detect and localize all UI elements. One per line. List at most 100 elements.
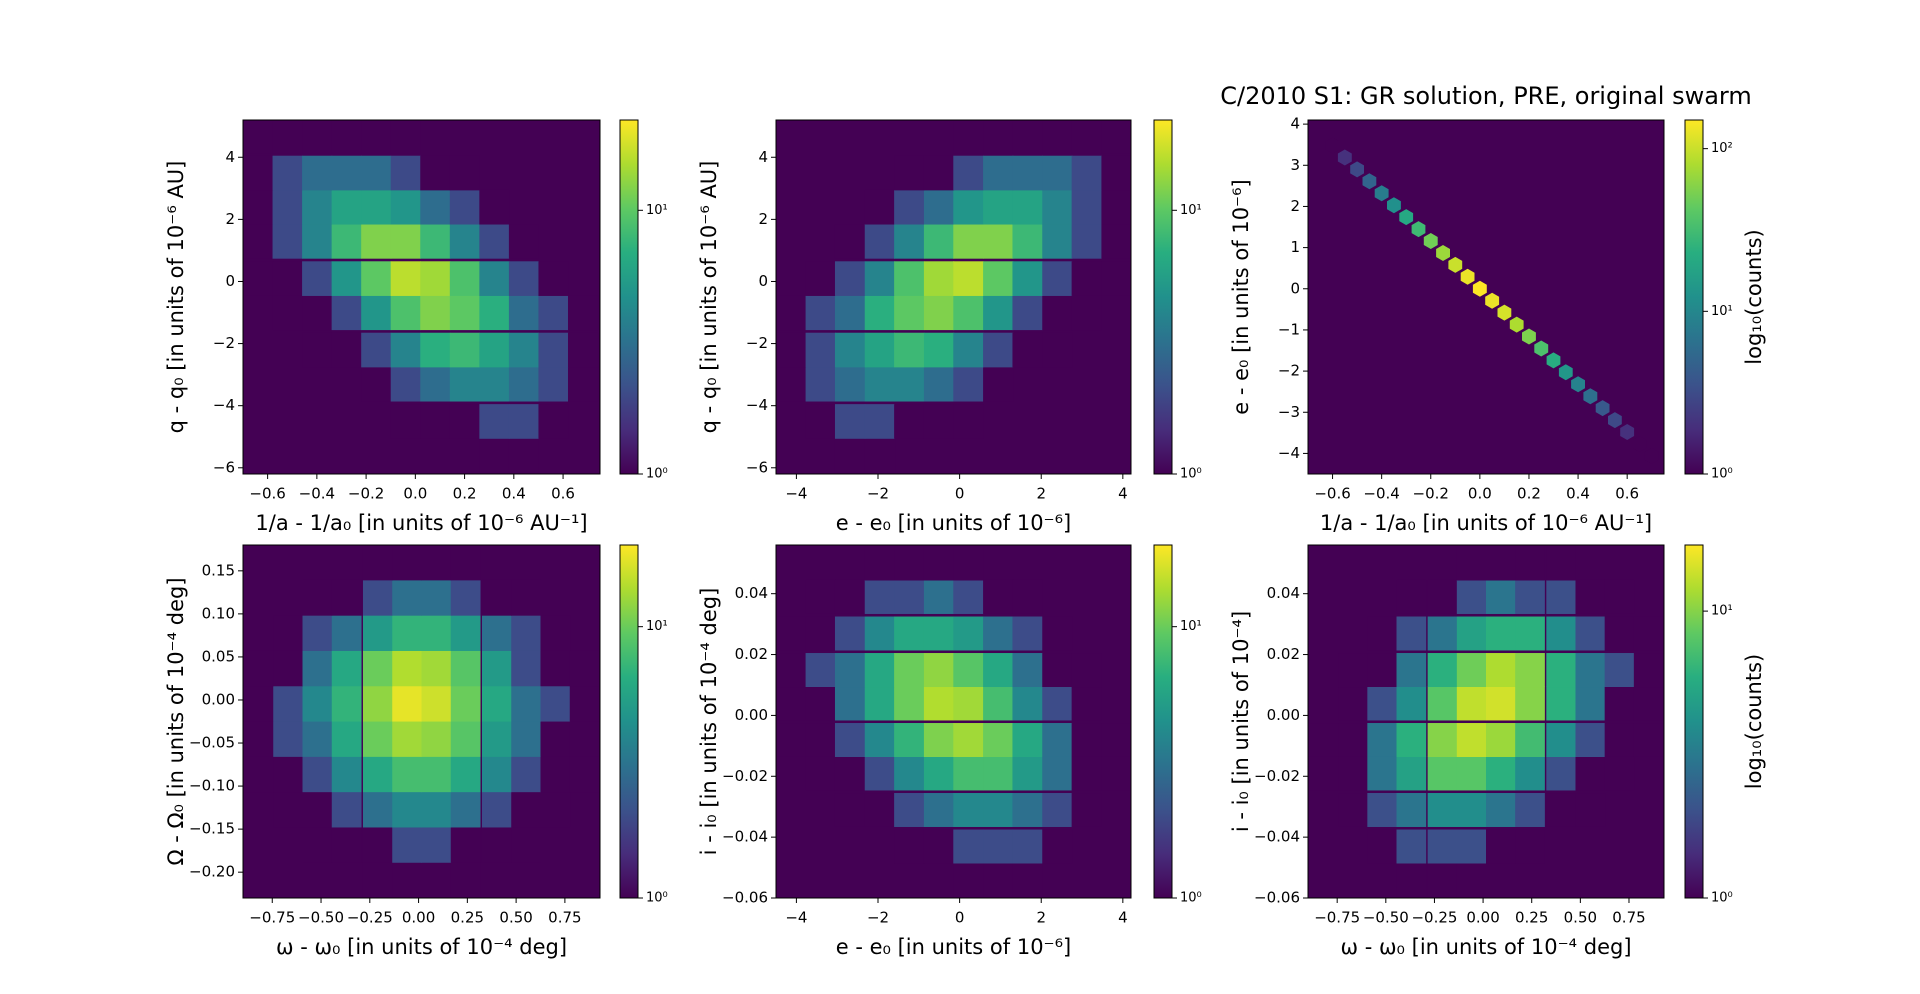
hex-cell [834, 579, 866, 614]
y-axis-label: q - q₀ [in units of 10⁻⁶ AU] [697, 161, 721, 434]
hex-cell [894, 616, 925, 651]
hex-cell [538, 295, 569, 331]
hex-cell [894, 546, 925, 581]
hex-cell [450, 862, 481, 898]
hex-cell [450, 615, 481, 651]
hex-cell [450, 721, 481, 757]
hex-cell [864, 438, 896, 473]
hex-cell [449, 224, 480, 259]
hex-cell [1456, 793, 1487, 827]
hex-cell [331, 579, 362, 616]
hex-cell [481, 579, 512, 616]
hex-cell [1338, 686, 1368, 721]
hex-cell [1427, 579, 1458, 614]
hex-cell [1427, 793, 1458, 827]
hex-cell [362, 791, 393, 828]
hex-cell [1337, 149, 1352, 166]
hex-cell [1633, 616, 1664, 651]
hex-cell [1042, 295, 1073, 331]
hex-cell [834, 653, 866, 688]
hex-cell [302, 650, 333, 687]
hex-cell [776, 616, 807, 651]
hex-cell [1071, 723, 1102, 757]
hex-cell [361, 189, 392, 225]
hex-cell [511, 826, 541, 863]
hex-cell [1604, 579, 1635, 614]
axes-frame [1307, 544, 1665, 899]
hex-cell [511, 756, 541, 793]
hex-cell [511, 650, 541, 687]
hex-cell [1101, 120, 1131, 154]
hex-cell [1558, 364, 1573, 381]
y-tick-label: 4 [225, 148, 235, 166]
hex-cell [1571, 376, 1585, 393]
hex-cell [1423, 233, 1438, 249]
hex-cell [331, 650, 362, 687]
hex-cell [834, 404, 866, 439]
hex-cell [392, 685, 422, 722]
hex-cell [449, 155, 480, 191]
hex-cell [1042, 756, 1073, 791]
colorbar-tick-label: 10¹ [1711, 604, 1733, 619]
x-axis-label: 1/a - 1/a₀ [in units of 10⁻⁶ AU⁻¹] [1320, 511, 1652, 535]
hex-cell [1456, 723, 1487, 757]
hex-cell [805, 579, 836, 614]
hex-cell [864, 295, 896, 331]
hex-cell [1620, 424, 1635, 440]
hex-cell [1325, 137, 1340, 154]
hex-cell [1367, 829, 1398, 864]
hex-cell [1071, 261, 1102, 296]
x-tick-label: −0.50 [298, 909, 344, 927]
hex-cell [953, 793, 984, 827]
hex-cell [953, 404, 984, 439]
hex-cell [1509, 316, 1524, 333]
hex-cell [243, 756, 274, 793]
hex-cell [331, 261, 362, 296]
x-tick-label: −4 [785, 485, 807, 503]
hex-cell [243, 650, 274, 687]
hex-cell [450, 579, 481, 616]
x-tick-label: −0.2 [1413, 485, 1449, 503]
hex-cell [1456, 579, 1487, 614]
hex-cell [361, 261, 392, 296]
hex-cell [508, 438, 539, 473]
hex-cell [923, 756, 955, 791]
hex-cell [1367, 723, 1398, 757]
hex-cell [1460, 268, 1475, 285]
hex-cell [481, 756, 512, 793]
hex-cell [1374, 185, 1389, 202]
hex-cell [1427, 686, 1458, 721]
hex-cell [983, 261, 1014, 296]
colorbar-tick-label: 10⁰ [1180, 891, 1202, 906]
hex-cell [390, 120, 421, 154]
hex-cell [567, 366, 599, 402]
x-tick-label: 0.75 [548, 909, 581, 927]
hex-cell [776, 653, 807, 688]
hex-cell [331, 756, 362, 793]
hex-cell [1427, 653, 1458, 688]
x-tick-label: 2 [1036, 485, 1046, 503]
x-tick-label: 0.2 [453, 485, 477, 503]
hex-cell [983, 189, 1014, 225]
hex-cell [1012, 653, 1043, 688]
hex-cell [392, 579, 422, 616]
hex-cell [805, 756, 836, 791]
hex-cell [1071, 653, 1102, 688]
hex-cell [1042, 793, 1073, 827]
hex-cell [953, 686, 984, 721]
hex-cell [1396, 793, 1427, 827]
hex-cell [331, 332, 362, 368]
hex-cell [983, 224, 1014, 259]
hex-cell [1012, 332, 1043, 368]
hex-cell [1012, 295, 1043, 331]
hex-cell [1575, 653, 1606, 688]
hex-cell [894, 756, 925, 791]
x-axis-label: e - e₀ [in units of 10⁻⁶] [836, 935, 1072, 959]
hex-cell [481, 650, 512, 687]
hex-cell [864, 404, 896, 439]
hex-cell [420, 404, 451, 439]
colorbar [619, 544, 639, 899]
y-tick-label: −2 [746, 334, 768, 352]
hex-cell [864, 686, 896, 721]
hex-cells [776, 546, 1131, 897]
